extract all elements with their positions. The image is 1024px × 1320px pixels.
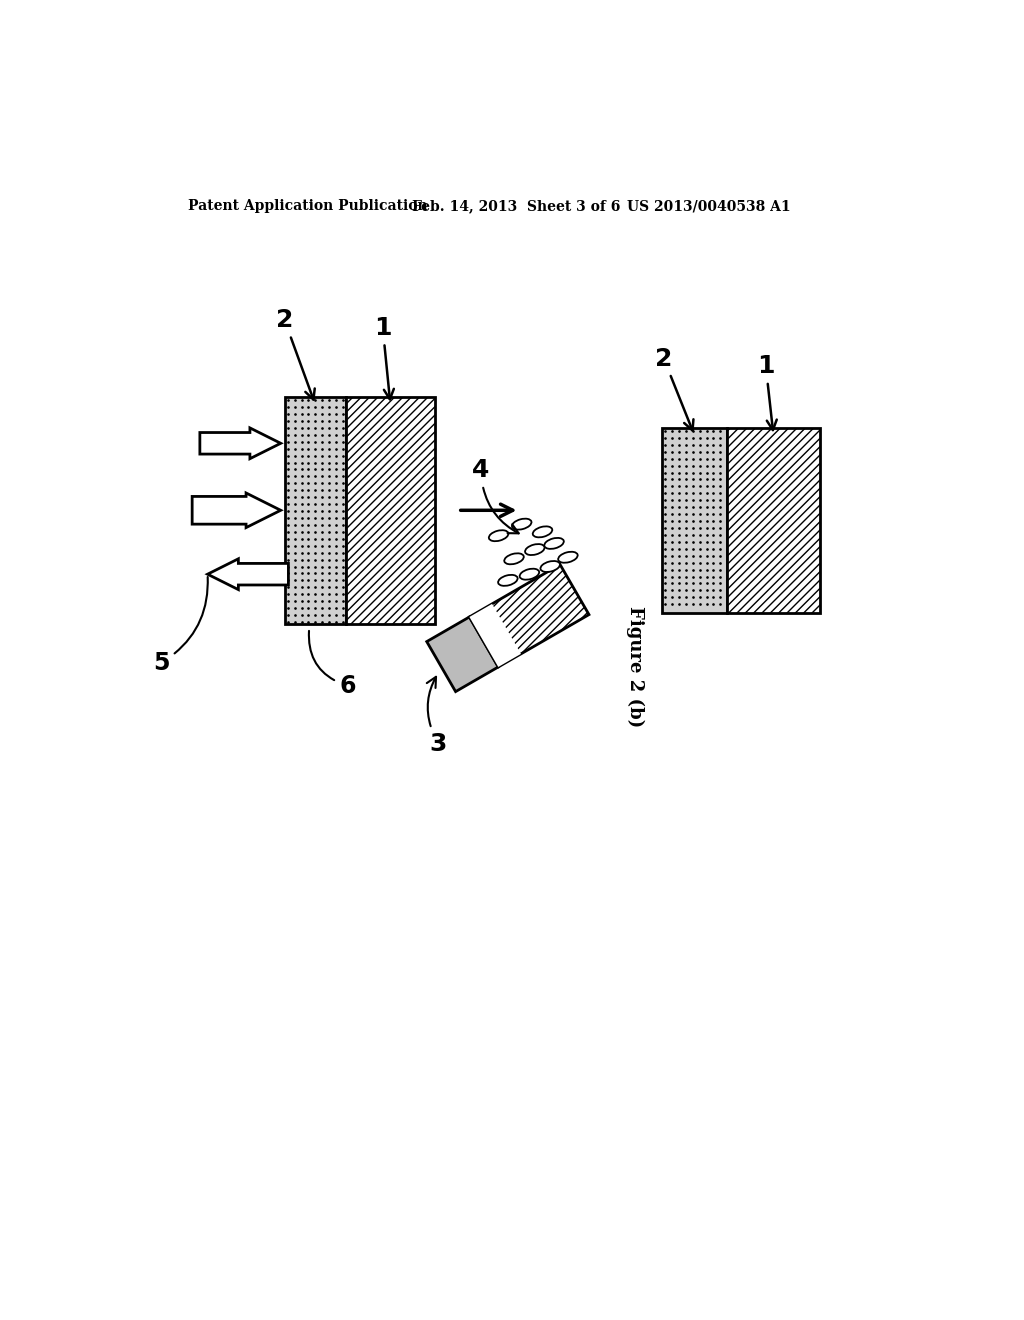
Polygon shape bbox=[208, 558, 289, 590]
Text: 1: 1 bbox=[374, 315, 394, 399]
Text: 3: 3 bbox=[427, 677, 447, 755]
Bar bbox=[662, 428, 727, 612]
Bar bbox=[427, 616, 499, 692]
Text: Figure 2 (b): Figure 2 (b) bbox=[626, 606, 644, 727]
Ellipse shape bbox=[558, 552, 578, 562]
Text: Patent Application Publication: Patent Application Publication bbox=[188, 199, 428, 213]
Polygon shape bbox=[200, 428, 281, 459]
Text: US 2013/0040538 A1: US 2013/0040538 A1 bbox=[628, 199, 791, 213]
Text: 2: 2 bbox=[275, 308, 314, 400]
Ellipse shape bbox=[545, 539, 564, 549]
Ellipse shape bbox=[498, 576, 517, 586]
Bar bbox=[285, 397, 346, 624]
Ellipse shape bbox=[488, 531, 508, 541]
Ellipse shape bbox=[525, 544, 545, 554]
Text: 1: 1 bbox=[757, 354, 777, 430]
Text: 6: 6 bbox=[309, 631, 356, 698]
Text: Feb. 14, 2013  Sheet 3 of 6: Feb. 14, 2013 Sheet 3 of 6 bbox=[412, 199, 620, 213]
Ellipse shape bbox=[519, 569, 540, 579]
Text: 5: 5 bbox=[154, 577, 208, 675]
Bar bbox=[346, 397, 435, 624]
Polygon shape bbox=[193, 492, 281, 528]
Text: 2: 2 bbox=[655, 347, 693, 430]
Ellipse shape bbox=[541, 561, 560, 572]
Ellipse shape bbox=[504, 553, 523, 564]
Bar bbox=[727, 428, 819, 612]
Ellipse shape bbox=[532, 527, 552, 537]
Bar bbox=[469, 603, 521, 667]
Text: 4: 4 bbox=[472, 458, 519, 533]
Ellipse shape bbox=[512, 519, 531, 529]
Bar bbox=[469, 565, 589, 667]
